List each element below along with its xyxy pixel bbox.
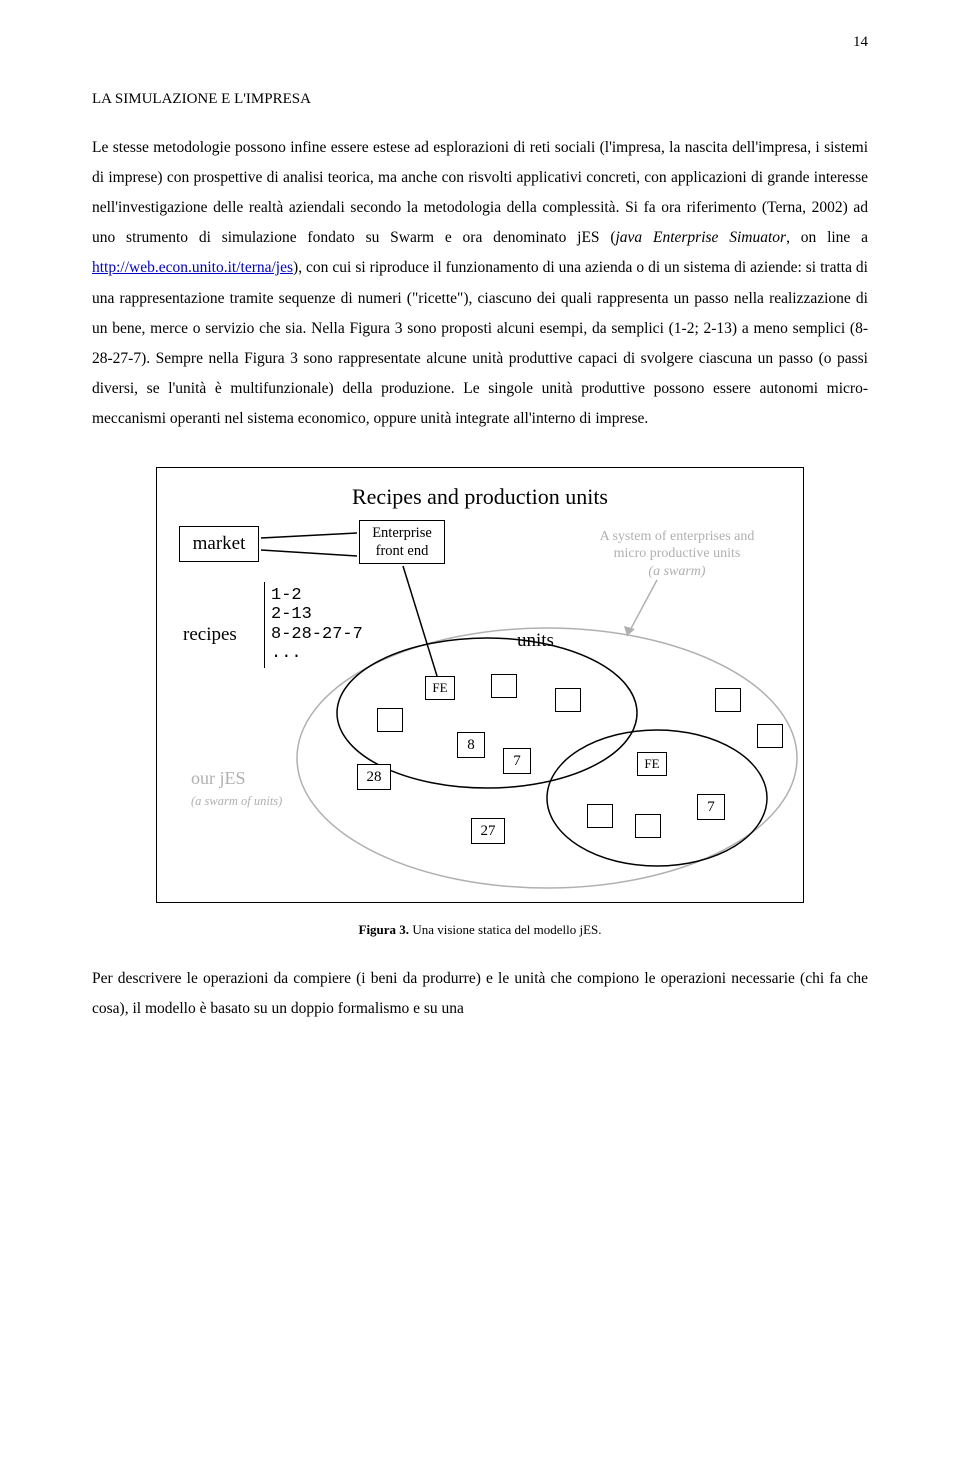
market-label: market — [193, 533, 246, 554]
unit-7-box-right: 7 — [697, 794, 725, 820]
swarm-line3: (a swarm) — [648, 564, 705, 579]
jes-link[interactable]: http://web.econ.unito.it/terna/jes — [92, 259, 293, 276]
unit-box-g — [757, 724, 783, 748]
page-number: 14 — [92, 28, 868, 57]
unit-27-label: 27 — [481, 823, 496, 839]
unit-28-label: 28 — [367, 769, 382, 785]
caption-rest: Una visione statica del modello jES. — [409, 922, 601, 937]
recipes-label: recipes — [183, 616, 237, 653]
recipe-1: 1-2 — [271, 586, 302, 605]
unit-7-label-left: 7 — [513, 753, 521, 769]
figure-3-diagram: Recipes and production units market Ente… — [156, 467, 804, 903]
figure-container: Recipes and production units market Ente… — [92, 467, 868, 903]
unit-box-f — [715, 688, 741, 712]
figure-title: Recipes and production units — [157, 476, 803, 519]
simulator-name: java Enterprise Simuator — [616, 229, 787, 246]
market-box: market — [179, 526, 259, 562]
unit-box-d — [587, 804, 613, 828]
caption-bold: Figura 3. — [359, 922, 410, 937]
units-label: units — [517, 622, 554, 659]
unit-box-e — [635, 814, 661, 838]
swarm-line1: A system of enterprises and — [600, 529, 755, 544]
closing-paragraph: Per descrivere le operazioni da compiere… — [92, 964, 868, 1024]
unit-28-box: 28 — [357, 764, 391, 790]
unit-box-b — [491, 674, 517, 698]
main-paragraph: Le stesse metodologie possono infine ess… — [92, 133, 868, 435]
fe-box-2: FE — [637, 752, 667, 776]
recipe-separator — [264, 582, 265, 668]
fe-box-1: FE — [425, 676, 455, 700]
recipe-4: ... — [271, 644, 302, 663]
fe-label-2: FE — [644, 756, 659, 771]
para-part-d: , on line a — [786, 229, 868, 246]
swarm-description: A system of enterprises and micro produc… — [567, 528, 787, 581]
unit-8-box: 8 — [457, 732, 485, 758]
recipe-2: 2-13 — [271, 605, 312, 624]
unit-27-box: 27 — [471, 818, 505, 844]
unit-box-a — [377, 708, 403, 732]
enterprise-box: Enterprise front end — [359, 520, 445, 564]
our-jes-line1: our jES — [191, 768, 246, 788]
figure-caption: Figura 3. Una visione statica del modell… — [92, 917, 868, 942]
section-title: LA SIMULAZIONE E L'IMPRESA — [92, 85, 868, 114]
unit-8-label: 8 — [467, 737, 475, 753]
swarm-line2: micro productive units — [614, 546, 741, 561]
unit-box-c — [555, 688, 581, 712]
recipe-3: 8-28-27-7 — [271, 625, 363, 644]
unit-7-box-left: 7 — [503, 748, 531, 774]
unit-7-label-right: 7 — [707, 799, 715, 815]
fe-label-1: FE — [432, 680, 447, 695]
our-jes-line2: (a swarm of units) — [191, 794, 282, 808]
enterprise-line2: front end — [376, 543, 429, 559]
para-part-e: ), con cui si riproduce il funzionamento… — [92, 259, 868, 427]
recipes-list: 1-2 2-13 8-28-27-7 ... — [271, 586, 363, 664]
our-jes-label: our jES (a swarm of units) — [191, 768, 282, 811]
enterprise-line1: Enterprise — [372, 525, 432, 541]
